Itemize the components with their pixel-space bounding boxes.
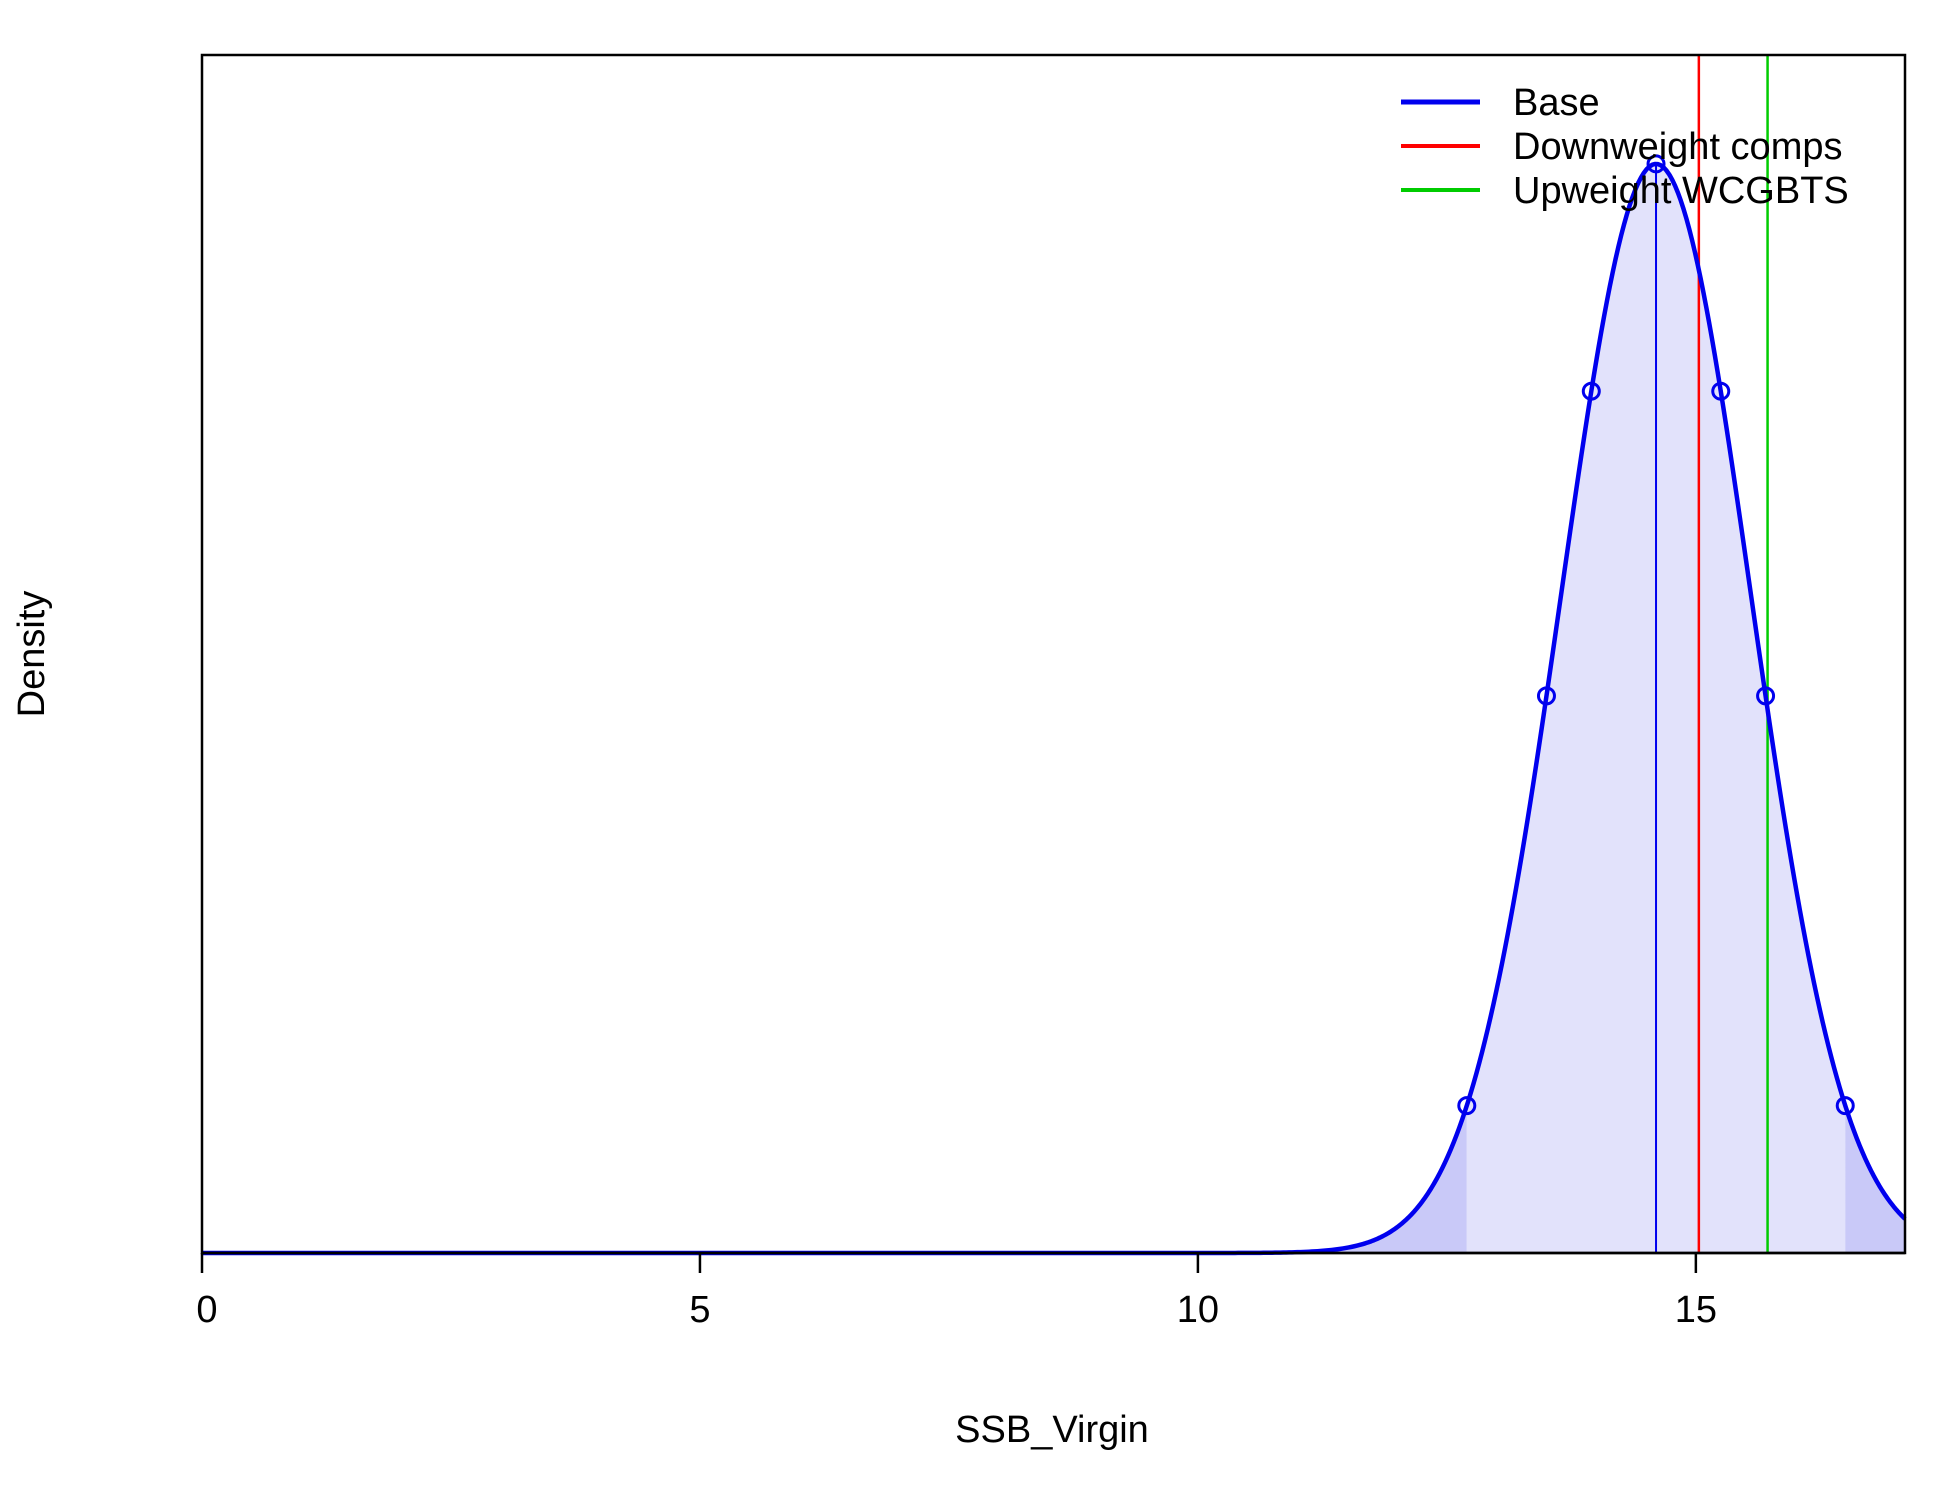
x-axis: 0 5 10 15 xyxy=(196,1251,1905,1331)
legend-label-base: Base xyxy=(1513,82,1600,124)
legend-label-upweight-wcgbts: Upweight WCGBTS xyxy=(1513,170,1849,212)
marked-points xyxy=(1457,154,1855,1116)
y-axis-label: Density xyxy=(11,591,53,718)
x-axis-label: SSB_Virgin xyxy=(955,1409,1149,1451)
density-point-1 xyxy=(1536,686,1556,706)
density-point-6 xyxy=(1835,1096,1855,1116)
density-point-2 xyxy=(1581,381,1601,401)
lower-tail-fill xyxy=(202,1105,1467,1253)
density-point-3 xyxy=(1646,154,1666,174)
estimate-lines xyxy=(1655,55,1769,1253)
legend-label-downweight-comps: Downweight comps xyxy=(1513,126,1842,168)
density-point-4 xyxy=(1711,381,1731,401)
x-tick-label-15: 15 xyxy=(1675,1289,1717,1331)
x-tick-label-0: 0 xyxy=(196,1289,217,1331)
density-point-5 xyxy=(1756,686,1776,706)
density-fills xyxy=(202,163,1905,1254)
x-tick-label-5: 5 xyxy=(689,1289,710,1331)
x-tick-label-10: 10 xyxy=(1177,1289,1219,1331)
density-point-0 xyxy=(1457,1096,1477,1116)
